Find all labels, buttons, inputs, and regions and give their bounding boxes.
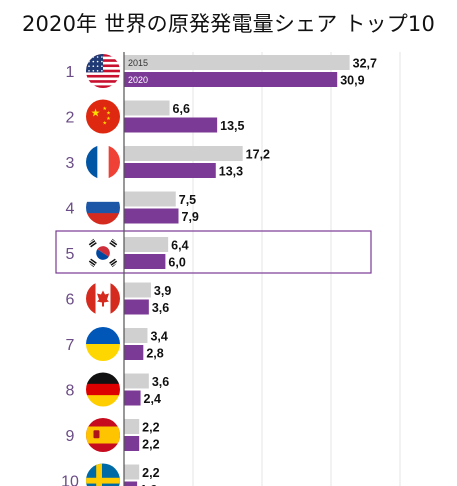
rank-label: 3 [66, 155, 75, 172]
bar-2015 [124, 191, 176, 207]
china-flag-icon: ★ ★★★★ [86, 99, 120, 134]
bar-2020 [124, 208, 179, 224]
rank-label: 7 [66, 337, 75, 354]
value-label: 7,9 [182, 210, 199, 224]
spain-flag-icon [86, 418, 120, 452]
bar-2020 [124, 72, 338, 87]
bar-2020 [124, 254, 166, 269]
bar-2020 [124, 390, 141, 406]
value-label: 2,2 [142, 438, 159, 452]
value-label: 2,8 [146, 347, 163, 361]
value-label: 32,7 [353, 57, 377, 71]
legend-2015: 2015 [128, 58, 148, 68]
value-label: 3,9 [154, 284, 171, 298]
korea-flag-icon [86, 236, 120, 270]
rank-label: 8 [66, 383, 75, 400]
value-label: 30,9 [340, 74, 364, 88]
rank-label: 6 [66, 292, 75, 309]
bar-2015 [124, 464, 140, 480]
highlight-box [55, 230, 372, 274]
rank-label: 10 [61, 474, 79, 486]
legend-2020: 2020 [128, 75, 148, 85]
bar-2015 [124, 55, 350, 70]
svg-text:★: ★ [106, 111, 111, 117]
bar-2015 [124, 282, 151, 298]
svg-text:★: ★ [102, 106, 107, 112]
value-label: 1,9 [140, 483, 157, 486]
svg-text:★: ★ [102, 120, 107, 126]
value-label: 2,2 [142, 421, 159, 435]
value-label: 7,5 [179, 193, 196, 207]
bar-2015 [124, 328, 148, 343]
value-label: 2,4 [144, 392, 161, 406]
rank-label: 9 [66, 428, 75, 445]
russia-flag-icon [86, 190, 120, 225]
canada-flag-icon [86, 281, 120, 316]
value-label: 3,6 [152, 375, 169, 389]
bar-2015 [124, 146, 243, 161]
rank-label: 4 [66, 201, 75, 218]
value-label: 13,3 [219, 165, 243, 179]
value-label: 6,4 [171, 239, 188, 253]
rank-label: 1 [66, 64, 75, 81]
rank-label: 5 [66, 246, 75, 263]
bar-2020 [124, 163, 216, 178]
bar-2020 [124, 436, 140, 451]
value-label: 17,2 [246, 148, 270, 162]
value-label: 6,0 [168, 256, 185, 270]
bar-2020 [124, 117, 218, 133]
value-label: 3,4 [150, 330, 167, 344]
bar-2020 [124, 345, 144, 360]
value-label: 13,5 [220, 119, 244, 133]
value-label: 2,2 [142, 466, 159, 480]
svg-text:★: ★ [91, 107, 101, 120]
chart-title: 2020年 世界の原発発電量シェア トップ10 [21, 12, 436, 36]
germany-flag-icon [86, 372, 120, 407]
value-label: 6,6 [173, 102, 190, 116]
france-flag-icon [86, 145, 120, 179]
bar-2020 [124, 481, 138, 486]
bar-2015 [124, 373, 149, 389]
rank-label: 2 [66, 110, 75, 127]
sweden-flag-icon [86, 463, 120, 486]
us-flag-icon [86, 54, 120, 88]
bar-2015 [124, 100, 170, 116]
bar-2020 [124, 299, 149, 315]
ukraine-flag-icon [86, 327, 120, 361]
svg-text:★: ★ [106, 116, 111, 122]
value-label: 3,6 [152, 301, 169, 315]
bar-2015 [124, 237, 169, 252]
bar-2015 [124, 419, 140, 434]
